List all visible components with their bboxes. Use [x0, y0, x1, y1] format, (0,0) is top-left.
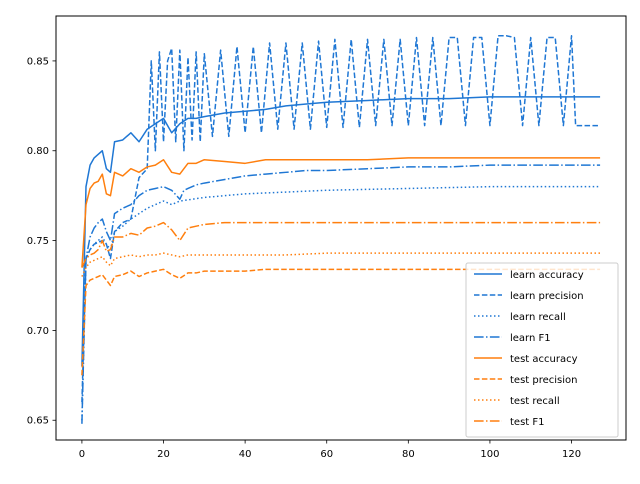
legend-label-test-recall: test recall: [510, 396, 560, 407]
series-line-test-f1: [81, 221, 601, 268]
x-tick-label: 100: [480, 449, 499, 460]
legend-label-learn-f1: learn F1: [510, 333, 551, 344]
series-line-test-precision: [81, 268, 601, 376]
x-tick-label: 0: [79, 449, 85, 460]
x-axis: 0 20 40 60 80 100 120: [79, 440, 581, 460]
series-line-learn-precision: [81, 35, 601, 403]
x-tick-label: 20: [157, 449, 170, 460]
y-axis: 0.65 0.70 0.75 0.80 0.85: [27, 56, 56, 427]
series-layer: [81, 35, 601, 424]
x-tick-label: 120: [562, 449, 581, 460]
legend-label-learn-precision: learn precision: [510, 291, 584, 302]
legend-label-test-accuracy: test accuracy: [510, 354, 578, 365]
x-tick-label: 80: [402, 449, 415, 460]
series-line-test-accuracy: [81, 157, 601, 268]
y-tick-label: 0.80: [27, 146, 49, 157]
x-tick-label: 40: [239, 449, 252, 460]
y-tick-label: 0.85: [27, 56, 49, 67]
plot-area-frame: [55, 15, 627, 441]
x-tick-label: 60: [320, 449, 333, 460]
legend-box: [465, 262, 619, 438]
legend-label-test-f1: test F1: [510, 417, 545, 428]
y-tick-label: 0.65: [27, 416, 49, 427]
legend-label-learn-recall: learn recall: [510, 312, 566, 323]
legend: learn accuracy learn precision learn recal…: [465, 262, 619, 438]
y-tick-label: 0.75: [27, 236, 49, 247]
legend-label-learn-accuracy: learn accuracy: [510, 270, 584, 281]
series-line-learn-f1: [81, 164, 601, 424]
legend-label-test-precision: test precision: [510, 375, 578, 386]
y-tick-label: 0.70: [27, 326, 49, 337]
